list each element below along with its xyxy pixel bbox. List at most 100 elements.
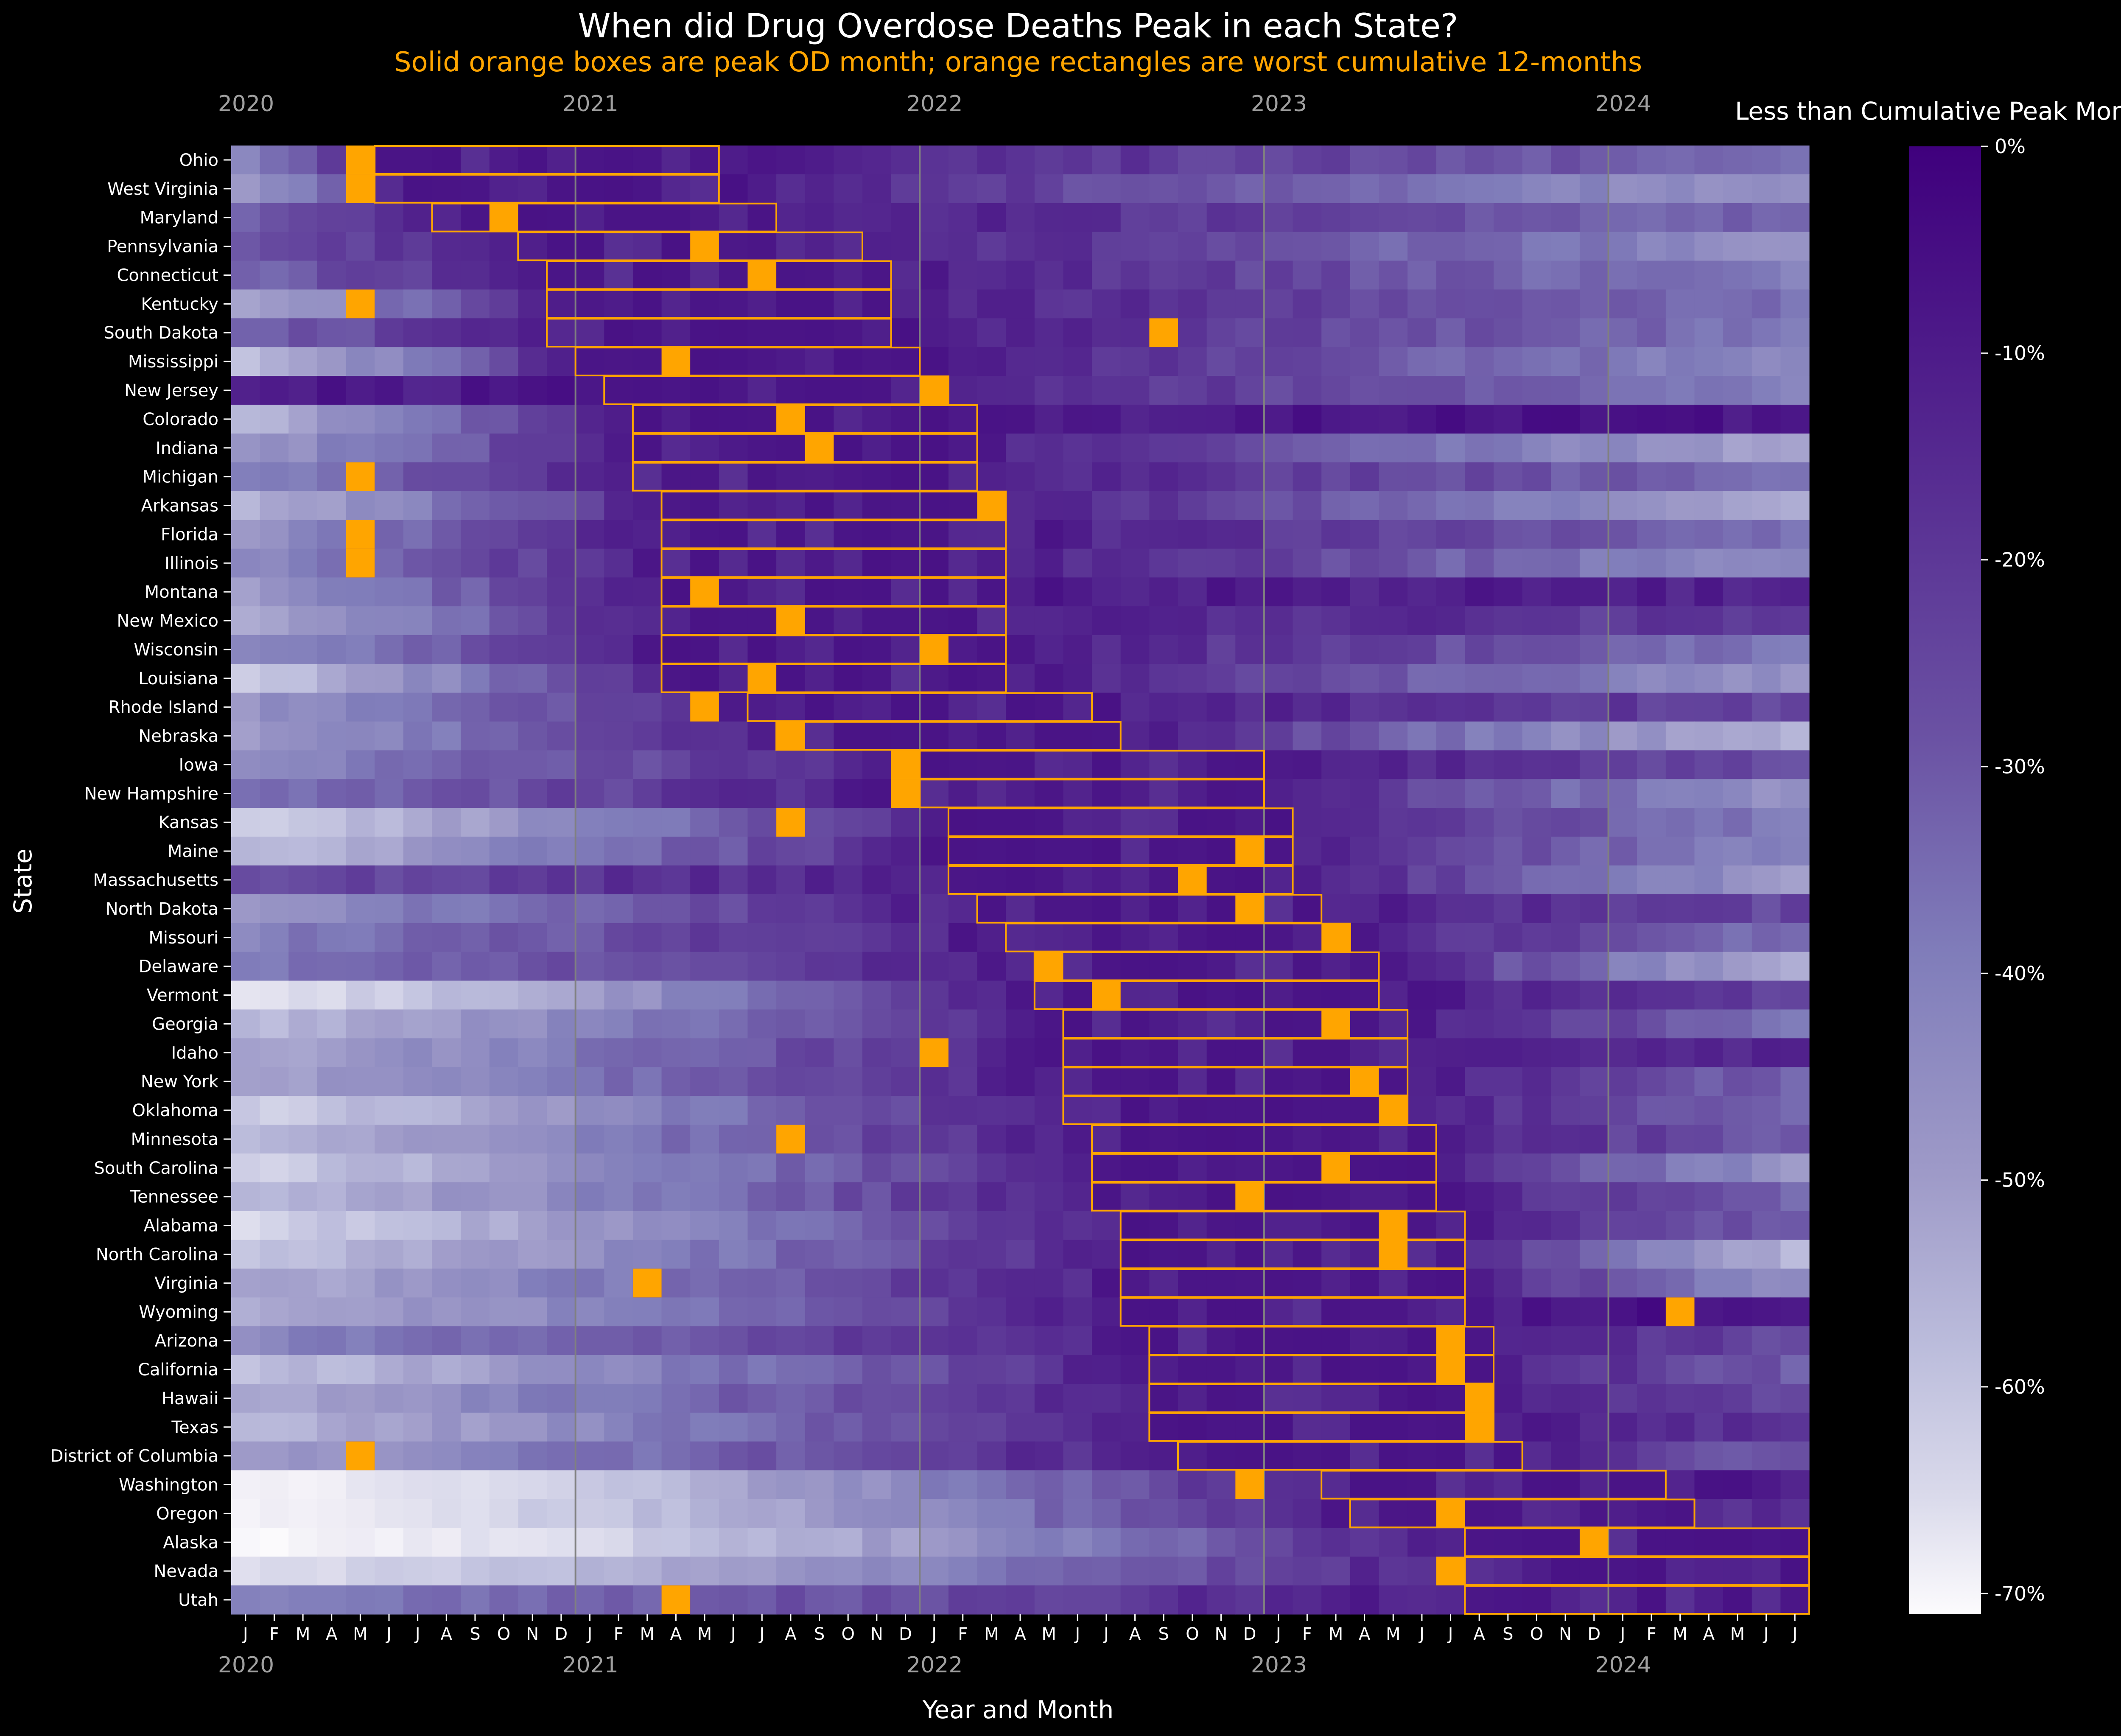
heatmap-cell xyxy=(1551,664,1580,693)
heatmap-cell xyxy=(1436,894,1465,924)
heatmap-cell xyxy=(1350,635,1379,664)
heatmap-cell xyxy=(1264,635,1293,664)
heatmap-cell xyxy=(1665,1268,1695,1298)
heatmap-cell xyxy=(1264,1585,1293,1615)
heatmap-cell xyxy=(661,1441,691,1471)
state-label: Tennessee xyxy=(130,1187,218,1207)
heatmap-cell xyxy=(834,520,863,549)
heatmap-cell xyxy=(1551,1499,1580,1528)
heatmap-cell xyxy=(1034,1441,1064,1471)
heatmap-cell xyxy=(1780,1038,1810,1067)
heatmap-cell xyxy=(575,520,604,549)
heatmap-cell xyxy=(461,289,490,319)
heatmap-cell xyxy=(1436,1096,1465,1125)
heatmap-cell xyxy=(1522,318,1551,347)
heatmap-cell xyxy=(1665,1412,1695,1442)
heatmap-cell xyxy=(260,1499,289,1528)
heatmap-cell xyxy=(1350,1240,1379,1269)
heatmap-cell xyxy=(1694,1211,1724,1240)
heatmap-cell xyxy=(489,549,518,578)
heatmap-cell xyxy=(661,1211,691,1240)
heatmap-cell xyxy=(1379,491,1408,521)
heatmap-cell xyxy=(1608,721,1637,751)
heatmap-cell xyxy=(547,1240,576,1269)
heatmap-cell xyxy=(231,1153,260,1183)
heatmap-cell xyxy=(231,1499,260,1528)
state-label: New Jersey xyxy=(124,381,218,400)
heatmap-cell xyxy=(920,146,949,175)
month-label: A xyxy=(1014,1624,1026,1644)
heatmap-cell xyxy=(1407,779,1437,808)
heatmap-cell xyxy=(575,1009,604,1039)
heatmap-cell xyxy=(1293,1268,1322,1298)
heatmap-cell xyxy=(1206,952,1236,981)
heatmap-cell xyxy=(547,549,576,578)
heatmap-cell xyxy=(1063,1125,1092,1154)
heatmap-cell xyxy=(1034,462,1064,492)
heatmap-cell xyxy=(747,865,777,895)
state-label: Wisconsin xyxy=(134,640,218,660)
heatmap-cell xyxy=(862,1499,892,1528)
heatmap-cell xyxy=(1120,146,1150,175)
heatmap-cell xyxy=(317,1441,347,1471)
heatmap-cell xyxy=(1407,635,1437,664)
heatmap-cell xyxy=(920,433,949,463)
heatmap-cell xyxy=(1494,1125,1523,1154)
heatmap-cell xyxy=(1350,1412,1379,1442)
heatmap-cell xyxy=(1665,1211,1695,1240)
heatmap-cell xyxy=(1149,491,1178,521)
heatmap-cell xyxy=(834,462,863,492)
heatmap-cell xyxy=(1321,203,1351,232)
heatmap-cell xyxy=(1436,260,1465,290)
heatmap-cell xyxy=(1407,923,1437,952)
heatmap-cell xyxy=(317,1499,347,1528)
heatmap-cell xyxy=(1149,520,1178,549)
heatmap-cell xyxy=(1494,1240,1523,1269)
heatmap-cell xyxy=(632,404,662,434)
heatmap-cell xyxy=(1407,1096,1437,1125)
heatmap-cell xyxy=(1149,1326,1178,1355)
heatmap-cell xyxy=(1235,549,1265,578)
state-label: Delaware xyxy=(139,957,218,977)
heatmap-cell xyxy=(575,376,604,405)
heatmap-cell xyxy=(1522,1211,1551,1240)
heatmap-cell xyxy=(1694,721,1724,751)
heatmap-cell xyxy=(1034,347,1064,376)
heatmap-cell xyxy=(461,1470,490,1500)
heatmap-cell xyxy=(1579,721,1609,751)
heatmap-cell xyxy=(862,808,892,837)
heatmap-cell xyxy=(547,1557,576,1586)
heatmap-cell xyxy=(834,174,863,204)
heatmap-cell xyxy=(862,1182,892,1212)
heatmap-cell xyxy=(1752,1297,1781,1327)
heatmap-cell xyxy=(1494,1067,1523,1096)
heatmap-cell xyxy=(834,721,863,751)
heatmap-cell xyxy=(1006,1528,1035,1557)
heatmap-cell xyxy=(1149,664,1178,693)
heatmap-cell xyxy=(1063,549,1092,578)
heatmap-cell xyxy=(346,318,375,347)
heatmap-cell xyxy=(1235,721,1265,751)
heatmap-cell xyxy=(1178,1412,1207,1442)
heatmap-cell xyxy=(1293,1211,1322,1240)
heatmap-cell xyxy=(719,1528,748,1557)
heatmap-cell xyxy=(1494,1096,1523,1125)
heatmap-cell xyxy=(1465,1557,1494,1586)
heatmap-cell xyxy=(805,232,834,261)
heatmap-cell xyxy=(1752,1528,1781,1557)
heatmap-cell xyxy=(1494,664,1523,693)
heatmap-cell xyxy=(747,1528,777,1557)
heatmap-cell xyxy=(1522,260,1551,290)
heatmap-cell xyxy=(1092,1038,1121,1067)
heatmap-cell xyxy=(1551,894,1580,924)
heatmap-cell xyxy=(948,577,978,607)
state-label: Colorado xyxy=(143,410,218,429)
heatmap-cell xyxy=(1293,750,1322,780)
heatmap-cell xyxy=(1465,923,1494,952)
heatmap-cell xyxy=(260,1067,289,1096)
heatmap-cell xyxy=(375,692,404,722)
heatmap-cell xyxy=(776,146,806,175)
heatmap-cell xyxy=(489,491,518,521)
heatmap-cell xyxy=(719,347,748,376)
heatmap-cell xyxy=(632,376,662,405)
